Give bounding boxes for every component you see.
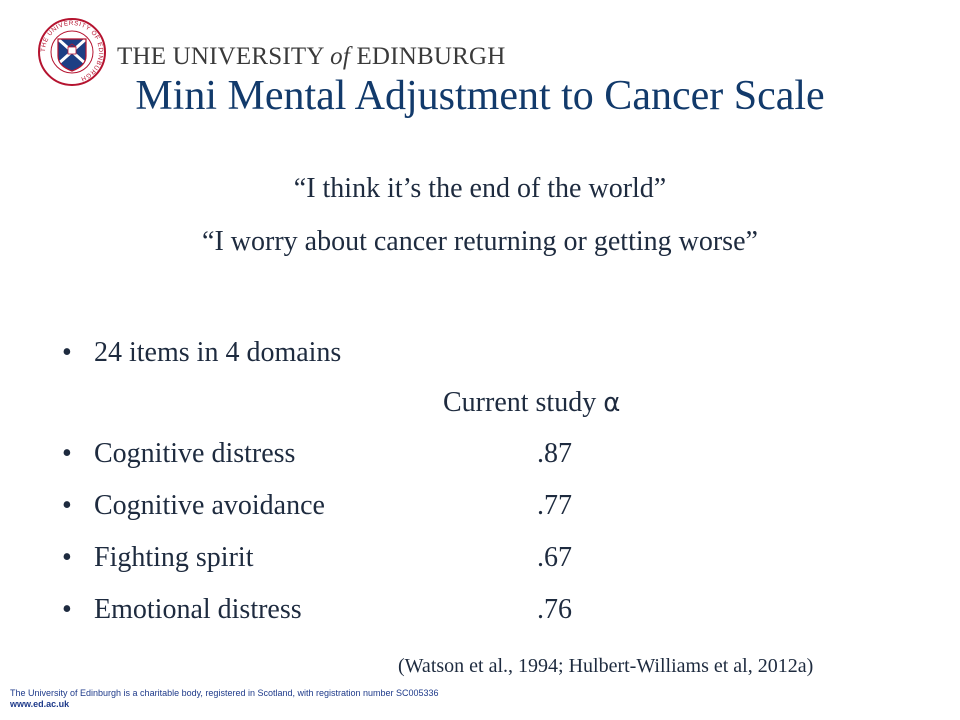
domain-alpha-value: .87 xyxy=(537,438,572,469)
domain-label: Cognitive avoidance xyxy=(94,490,325,521)
column-header: Current study α xyxy=(443,387,621,418)
university-wordmark: THE UNIVERSITY of EDINBURGH xyxy=(117,43,506,70)
charity-statement: The University of Edinburgh is a charita… xyxy=(10,688,439,698)
bullet-icon: • xyxy=(62,542,72,573)
domain-alpha-value: .67 xyxy=(537,542,572,573)
footer: The University of Edinburgh is a charita… xyxy=(10,688,439,710)
bullet-icon: • xyxy=(62,490,72,521)
university-crest-icon: THE UNIVERSITY OF EDINBURGH xyxy=(38,18,106,86)
university-logo: THE UNIVERSITY OF EDINBURGH THE UNIVERSI… xyxy=(38,18,505,88)
slide-title: Mini Mental Adjustment to Cancer Scale xyxy=(135,73,825,119)
domain-label: Cognitive distress xyxy=(94,438,296,469)
domain-alpha-value: .76 xyxy=(537,594,572,625)
bullet-icon: • xyxy=(62,438,72,469)
bullet-icon: • xyxy=(62,337,72,368)
domain-alpha-value: .77 xyxy=(537,490,572,521)
alpha-symbol: α xyxy=(603,388,621,418)
footer-url-link[interactable]: www.ed.ac.uk xyxy=(10,699,70,709)
quote-2: “I worry about cancer returning or getti… xyxy=(202,226,758,257)
domain-label: Fighting spirit xyxy=(94,542,254,573)
domain-label: Emotional distress xyxy=(94,594,302,625)
quote-1: “I think it’s the end of the world” xyxy=(293,173,667,204)
bullet-summary-label: 24 items in 4 domains xyxy=(94,337,342,368)
citation: (Watson et al., 1994; Hulbert-Williams e… xyxy=(398,655,814,677)
bullet-icon: • xyxy=(62,594,72,625)
